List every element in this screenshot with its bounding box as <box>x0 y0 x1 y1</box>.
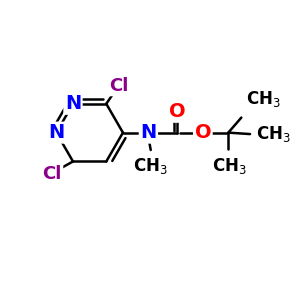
Text: CH$_3$: CH$_3$ <box>133 156 168 176</box>
Text: CH$_3$: CH$_3$ <box>256 124 291 144</box>
Text: N: N <box>48 123 64 142</box>
Text: Cl: Cl <box>109 77 128 95</box>
Text: O: O <box>169 102 186 121</box>
Text: O: O <box>194 123 211 142</box>
Text: CH$_3$: CH$_3$ <box>246 89 280 110</box>
Text: N: N <box>65 94 81 113</box>
Text: N: N <box>140 123 157 142</box>
Text: Cl: Cl <box>43 165 62 183</box>
Text: CH$_3$: CH$_3$ <box>212 156 247 176</box>
